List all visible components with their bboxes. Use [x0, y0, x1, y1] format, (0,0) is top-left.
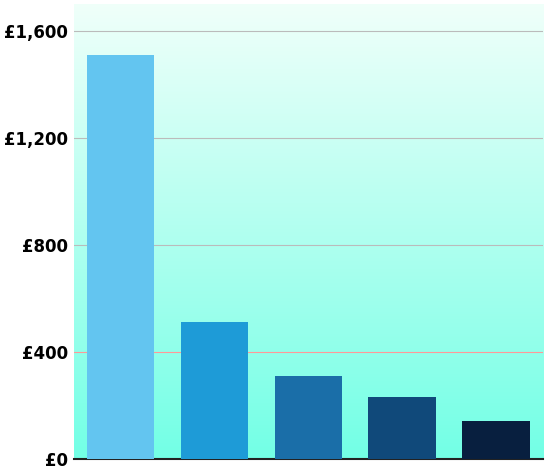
Bar — [368, 397, 436, 459]
Bar — [87, 55, 154, 459]
Bar — [181, 322, 248, 459]
Bar — [462, 421, 529, 459]
Bar — [275, 376, 342, 459]
